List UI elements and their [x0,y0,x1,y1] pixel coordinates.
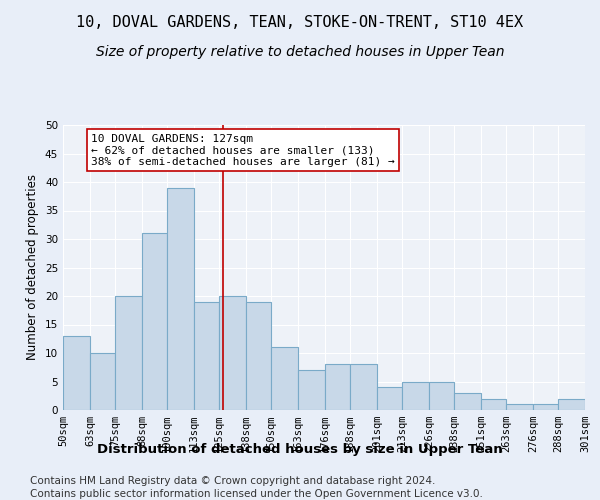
Bar [377,387,401,410]
Text: 10 DOVAL GARDENS: 127sqm
← 62% of detached houses are smaller (133)
38% of semi-: 10 DOVAL GARDENS: 127sqm ← 62% of detach… [91,134,395,167]
Text: Size of property relative to detached houses in Upper Tean: Size of property relative to detached ho… [96,45,504,59]
Bar [194,302,218,410]
Text: 10, DOVAL GARDENS, TEAN, STOKE-ON-TRENT, ST10 4EX: 10, DOVAL GARDENS, TEAN, STOKE-ON-TRENT,… [76,15,524,30]
Bar [247,302,271,410]
Bar [64,336,90,410]
Bar [430,382,454,410]
Bar [325,364,350,410]
Bar [350,364,377,410]
Y-axis label: Number of detached properties: Number of detached properties [26,174,40,360]
Bar [558,398,584,410]
Bar [271,348,298,410]
Bar [506,404,533,410]
Bar [219,296,246,410]
Bar [91,353,115,410]
Bar [298,370,325,410]
Text: Contains HM Land Registry data © Crown copyright and database right 2024.: Contains HM Land Registry data © Crown c… [30,476,436,486]
Bar [115,296,142,410]
Bar [403,382,429,410]
Bar [481,398,506,410]
Text: Distribution of detached houses by size in Upper Tean: Distribution of detached houses by size … [97,442,503,456]
Bar [454,393,481,410]
Bar [167,188,194,410]
Bar [533,404,557,410]
Text: Contains public sector information licensed under the Open Government Licence v3: Contains public sector information licen… [30,489,483,499]
Bar [142,234,167,410]
